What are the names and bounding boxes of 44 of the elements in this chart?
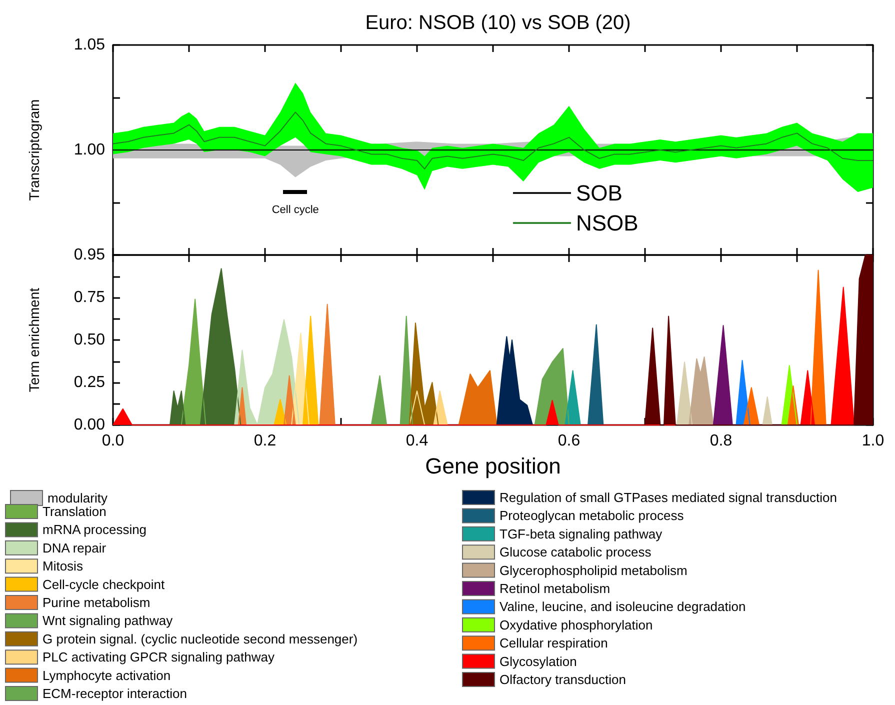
- legend-label: Translation: [42, 504, 106, 519]
- y-tick-label: 0.95: [74, 246, 106, 264]
- x-axis-title: Gene position: [425, 454, 561, 478]
- y-tick-label: 0.75: [74, 289, 106, 306]
- legend-label: Purine metabolism: [42, 595, 150, 610]
- legend-label: SOB: [576, 180, 622, 206]
- legend-label: DNA repair: [42, 540, 107, 556]
- legend-label: Glucose catabolic process: [500, 544, 652, 560]
- y-axis-title: Term enrichment: [26, 288, 42, 392]
- legend-label: Oxydative phosphorylation: [500, 617, 653, 632]
- legend-label: PLC activating GPCR signaling pathway: [42, 650, 275, 665]
- legend-label: mRNA processing: [42, 522, 147, 538]
- legend-label: Glycosylation: [500, 654, 577, 669]
- legend-label: Proteoglycan metabolic process: [500, 508, 684, 524]
- x-tick-label: 0.2: [254, 432, 276, 450]
- legend-label: Wnt signaling pathway: [42, 613, 174, 628]
- x-tick-label: 0.8: [710, 432, 732, 450]
- annotation: Cell cycle: [272, 204, 319, 216]
- y-tick-label: 0.25: [74, 374, 106, 391]
- legend-label: ECM-receptor interaction: [42, 686, 187, 701]
- legend-label: Mitosis: [42, 558, 84, 574]
- y-axis-title: Transcriptogram: [26, 99, 42, 201]
- legend-label: NSOB: [576, 210, 638, 236]
- x-tick-label: 0.0: [102, 432, 124, 450]
- x-tick-label: 0.4: [406, 432, 428, 450]
- legend-label: Cell-cycle checkpoint: [42, 576, 165, 592]
- x-tick-label: 1.0: [862, 432, 884, 450]
- y-tick-label: 1.00: [74, 142, 106, 158]
- legend-label: TGF-beta signaling pathway: [500, 526, 663, 542]
- chart-title: Euro: NSOB (10) vs SOB (20): [365, 12, 631, 34]
- legend-label: Valine, leucine, and isoleucine degradation: [500, 599, 746, 614]
- y-tick-label: 0.50: [74, 332, 106, 348]
- legend-label: Lymphocyte activation: [42, 668, 171, 683]
- legend-label: modularity: [48, 490, 108, 506]
- line-series: [112, 112, 874, 170]
- legend-label: Glycerophospholipid metabolism: [500, 562, 688, 578]
- legend-label: Olfactory transduction: [500, 672, 626, 687]
- legend-label: Retinol metabolism: [500, 581, 610, 596]
- legend-label: Regulation of small GTPases mediated signal transduction: [500, 490, 837, 505]
- legend-label: G protein signal. (cyclic nucleotide second messenger): [42, 631, 358, 646]
- x-tick-label: 0.6: [558, 432, 580, 450]
- y-tick-label: 0.00: [74, 416, 106, 434]
- y-tick-label: 1.05: [74, 36, 106, 54]
- legend-label: Cellular respiration: [500, 636, 608, 651]
